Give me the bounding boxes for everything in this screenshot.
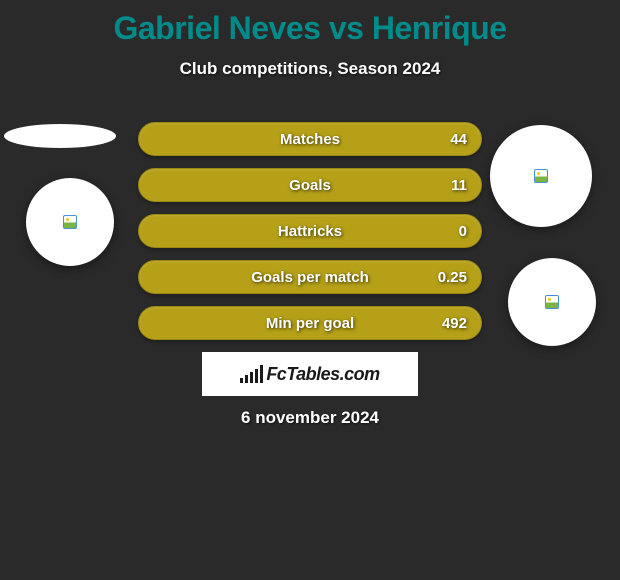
stat-label: Min per goal [266, 315, 354, 332]
player-circle-bottom-right [508, 258, 596, 346]
stat-row-goals-per-match: Goals per match 0.25 [138, 260, 482, 294]
bars-chart-icon [240, 365, 263, 383]
stat-value: 44 [450, 131, 467, 148]
stat-row-min-per-goal: Min per goal 492 [138, 306, 482, 340]
image-placeholder-icon [63, 215, 77, 229]
subtitle: Club competitions, Season 2024 [0, 59, 620, 79]
image-placeholder-icon [545, 295, 559, 309]
stat-value: 492 [442, 315, 467, 332]
stats-container: Matches 44 Goals 11 Hattricks 0 Goals pe… [138, 122, 482, 352]
stat-label: Goals [289, 177, 331, 194]
stat-value: 11 [451, 177, 467, 194]
stat-row-goals: Goals 11 [138, 168, 482, 202]
stat-label: Goals per match [251, 269, 369, 286]
date-text: 6 november 2024 [241, 408, 379, 428]
stat-value: 0.25 [438, 269, 467, 286]
stat-label: Hattricks [278, 223, 342, 240]
player-circle-top-right [490, 125, 592, 227]
image-placeholder-icon [534, 169, 548, 183]
stat-row-matches: Matches 44 [138, 122, 482, 156]
branding-badge: FcTables.com [202, 352, 418, 396]
decorative-ellipse [4, 124, 116, 148]
player-circle-left [26, 178, 114, 266]
page-title: Gabriel Neves vs Henrique [0, 0, 620, 47]
brand-text: FcTables.com [266, 364, 379, 385]
stat-label: Matches [280, 131, 340, 148]
stat-row-hattricks: Hattricks 0 [138, 214, 482, 248]
stat-value: 0 [459, 223, 467, 240]
